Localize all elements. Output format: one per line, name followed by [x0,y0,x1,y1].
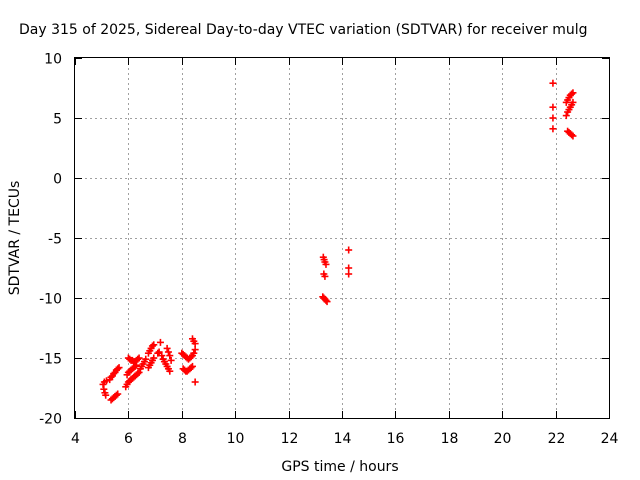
data-point [167,356,175,364]
x-tick-label: 8 [178,431,187,447]
data-point [112,391,120,399]
data-point [150,341,158,349]
y-axis-label: SDTVAR / TECUs [7,181,23,296]
data-point [322,260,330,268]
x-tick-label: 24 [601,431,619,447]
data-point [549,125,557,133]
data-point [568,131,576,139]
data-point [191,378,199,386]
data-point [569,132,577,140]
y-tick-labels: 10 5 0 -5 -10 -15 -20 [39,52,62,428]
x-tick-label: 14 [334,431,352,447]
data-point [163,344,171,352]
y-tick-label: 5 [53,112,62,128]
data-point [345,270,353,278]
data-point [150,354,158,362]
data-point [191,340,199,348]
data-point [158,352,166,360]
data-point [134,370,142,378]
x-tick-label: 10 [227,431,245,447]
data-point [107,373,115,381]
data-point [549,103,557,111]
data-point [135,368,143,376]
data-point [166,367,174,375]
data-point [103,377,111,385]
data-point [100,385,108,393]
x-tick-label: 20 [494,431,512,447]
data-point [188,362,196,370]
y-tick-label: -10 [39,292,62,308]
data-point [187,353,195,361]
y-tick-label: -15 [39,352,62,368]
data-point [549,79,557,87]
x-axis-label: GPS time / hours [281,459,398,475]
data-point [135,354,143,362]
data-point [142,355,150,363]
data-point [187,364,195,372]
x-tick-label: 6 [124,431,133,447]
data-point [154,349,162,357]
data-point [345,246,353,254]
data-point [568,90,576,98]
x-tick-label: 22 [548,431,566,447]
data-point [190,349,198,357]
data-point [134,355,142,363]
chart-title: Day 315 of 2025, Sidereal Day-to-day VTE… [19,22,588,38]
data-point [155,348,163,356]
x-tick-label: 4 [71,431,80,447]
data-point [114,390,122,398]
plot-frame [74,57,610,419]
grid [75,58,609,418]
y-tick-label: 10 [44,52,62,68]
data-point [102,391,110,399]
x-tick-label: 12 [281,431,299,447]
data-points [99,79,577,404]
x-tick-label: 16 [387,431,405,447]
x-tick-label: 18 [441,431,459,447]
data-point [166,352,174,360]
data-point [321,272,329,280]
data-point [345,264,353,272]
data-point [549,114,557,122]
y-tick-label: -5 [48,232,62,248]
data-point [322,296,330,304]
data-point [562,112,570,120]
data-point [148,342,156,350]
data-point [323,298,331,306]
y-tick-label: -20 [39,412,62,428]
data-point [569,98,577,106]
data-point [569,89,577,97]
x-tick-labels: 4 6 8 10 12 14 16 18 20 22 24 [71,431,618,447]
data-point [115,364,123,372]
data-point [156,338,164,346]
data-point [164,348,172,356]
y-tick-label: 0 [53,172,62,188]
data-point [114,365,122,373]
data-point [191,346,199,354]
data-point [110,370,118,378]
